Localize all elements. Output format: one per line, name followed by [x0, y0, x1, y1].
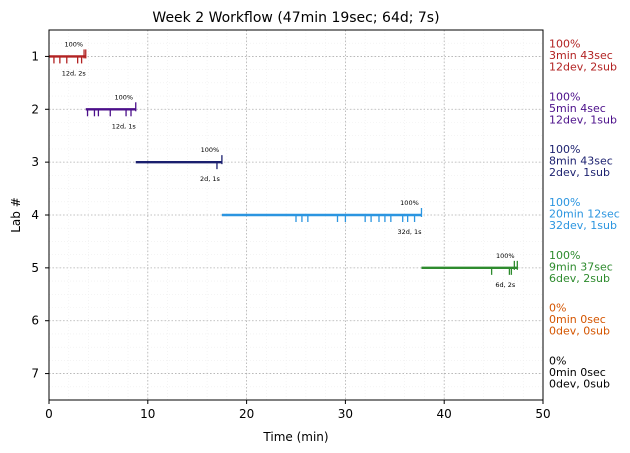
count-label: 12d, 1s — [112, 122, 137, 130]
side-label-line: 8min 43sec — [549, 155, 613, 168]
count-label: 6d, 2s — [495, 281, 516, 289]
side-label-line: 100% — [549, 196, 580, 209]
side-label-line: 32dev, 1sub — [549, 219, 617, 232]
side-label-line: 0% — [549, 355, 566, 368]
x-tick-label: 40 — [437, 407, 452, 421]
side-label-line: 0min 0sec — [549, 313, 606, 326]
side-label-line: 6dev, 2sub — [549, 272, 610, 285]
y-tick-label: 5 — [31, 261, 39, 275]
y-axis-label: Lab # — [9, 197, 23, 233]
percent-label: 100% — [400, 199, 419, 207]
count-label: 32d, 1s — [397, 228, 422, 236]
side-label-line: 12dev, 2sub — [549, 60, 617, 73]
x-tick-label: 50 — [535, 407, 550, 421]
side-label-line: 100% — [549, 143, 580, 156]
side-label-line: 0dev, 0sub — [549, 325, 610, 338]
side-label-line: 0min 0sec — [549, 366, 606, 379]
side-label-line: 20min 12sec — [549, 208, 620, 221]
x-axis-label: Time (min) — [262, 430, 328, 444]
x-tick-label: 20 — [239, 407, 254, 421]
side-label-line: 12dev, 1sub — [549, 113, 617, 126]
y-tick-label: 3 — [31, 155, 39, 169]
y-tick-label: 2 — [31, 102, 39, 116]
chart-title: Week 2 Workflow (47min 19sec; 64d; 7s) — [152, 10, 439, 26]
count-label: 12d, 2s — [62, 69, 87, 77]
side-label-line: 100% — [549, 90, 580, 103]
percent-label: 100% — [496, 252, 515, 260]
side-label-line: 0% — [549, 302, 566, 315]
x-tick-label: 10 — [140, 407, 155, 421]
side-label-line: 2dev, 1sub — [549, 166, 610, 179]
percent-label: 100% — [114, 93, 133, 101]
y-tick-label: 1 — [31, 49, 39, 63]
side-label-line: 9min 37sec — [549, 260, 613, 273]
side-label-line: 5min 4sec — [549, 102, 606, 115]
side-label-line: 100% — [549, 249, 580, 262]
side-label-line: 100% — [549, 37, 580, 50]
percent-label: 100% — [201, 146, 220, 154]
lab-bars: 100% 12d, 2s 100% 12d, 1s 100% 2d, 1s 100% 32d,… — [49, 40, 518, 289]
side-label-line: 0dev, 0sub — [549, 378, 610, 391]
axis-ticks: 0 10 20 30 40 50 1 2 3 4 5 6 7 — [31, 49, 550, 421]
y-tick-label: 6 — [31, 314, 39, 328]
percent-label: 100% — [64, 40, 83, 48]
x-tick-label: 0 — [45, 407, 53, 421]
y-tick-label: 4 — [31, 208, 39, 222]
side-label-line: 3min 43sec — [549, 49, 613, 62]
count-label: 2d, 1s — [200, 175, 221, 183]
x-tick-label: 30 — [338, 407, 353, 421]
y-tick-label: 7 — [31, 367, 39, 381]
